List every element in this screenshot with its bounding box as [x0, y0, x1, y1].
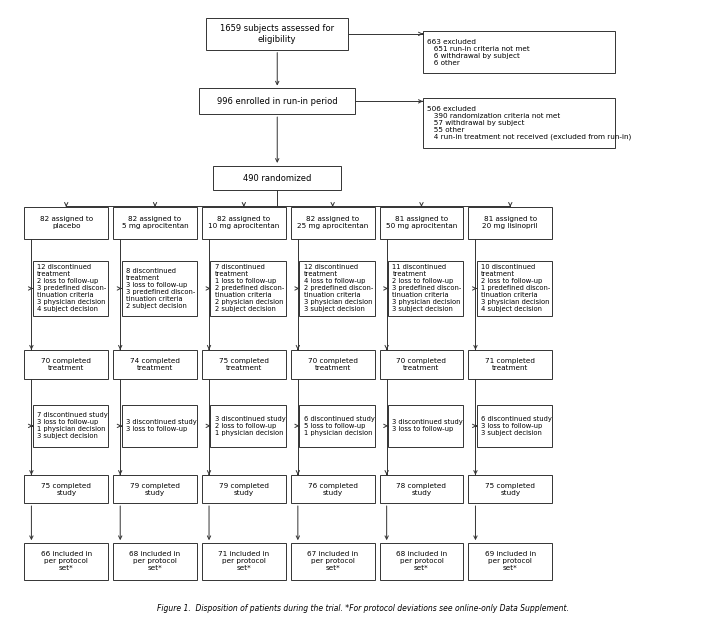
Text: 11 discontinued
treatment
2 loss to follow-up
3 predefined discon-
tinuation cri: 11 discontinued treatment 2 loss to foll…: [392, 264, 462, 312]
Bar: [380, 475, 463, 503]
Bar: [33, 405, 108, 447]
Text: 76 completed
study: 76 completed study: [307, 483, 357, 496]
Text: 663 excluded
   651 run-in criteria not met
   6 withdrawal by subject
   6 othe: 663 excluded 651 run-in criteria not met…: [427, 39, 530, 66]
Bar: [468, 543, 552, 580]
Text: 10 discontinued
treatment
2 loss to follow-up
1 predefined discon-
tinuation cri: 10 discontinued treatment 2 loss to foll…: [481, 264, 550, 312]
Bar: [113, 543, 197, 580]
Bar: [199, 88, 355, 114]
Bar: [380, 207, 463, 239]
Bar: [25, 543, 108, 580]
Text: 82 assigned to
10 mg aprocitentan: 82 assigned to 10 mg aprocitentan: [208, 217, 279, 229]
Text: 68 included in
per protocol
set*: 68 included in per protocol set*: [130, 552, 181, 572]
Text: 66 included in
per protocol
set*: 66 included in per protocol set*: [41, 552, 92, 572]
Text: 3 discontinued study
2 loss to follow-up
1 physician decision: 3 discontinued study 2 loss to follow-up…: [215, 416, 286, 436]
Bar: [380, 350, 463, 379]
Bar: [423, 31, 615, 73]
Bar: [380, 543, 463, 580]
Text: 6 discontinued study
3 loss to follow-up
3 subject decision: 6 discontinued study 3 loss to follow-up…: [481, 416, 552, 436]
Text: 12 discontinued
treatment
4 loss to follow-up
2 predefined discon-
tinuation cri: 12 discontinued treatment 4 loss to foll…: [304, 264, 373, 312]
Text: 71 completed
treatment: 71 completed treatment: [485, 358, 535, 371]
Text: 1659 subjects assessed for
eligibility: 1659 subjects assessed for eligibility: [220, 24, 334, 44]
Bar: [206, 18, 348, 50]
Bar: [210, 261, 286, 316]
Bar: [33, 261, 108, 316]
Bar: [299, 405, 375, 447]
Text: 7 discontinued
treatment
1 loss to follow-up
2 predefined discon-
tinuation crit: 7 discontinued treatment 1 loss to follo…: [215, 264, 284, 312]
Bar: [25, 350, 108, 379]
Text: 506 excluded
   390 randomization criteria not met
   57 withdrawal by subject
 : 506 excluded 390 randomization criteria …: [427, 106, 631, 140]
Bar: [291, 350, 375, 379]
Text: 81 assigned to
20 mg lisinopril: 81 assigned to 20 mg lisinopril: [482, 217, 538, 229]
Bar: [122, 261, 197, 316]
Bar: [113, 475, 197, 503]
Bar: [291, 207, 375, 239]
Bar: [388, 405, 463, 447]
Text: 70 completed
treatment: 70 completed treatment: [397, 358, 447, 371]
Bar: [25, 475, 108, 503]
Bar: [477, 405, 552, 447]
Text: 74 completed
treatment: 74 completed treatment: [130, 358, 180, 371]
Bar: [122, 405, 197, 447]
Bar: [202, 543, 286, 580]
Text: 3 discontinued study
3 loss to follow-up: 3 discontinued study 3 loss to follow-up: [126, 419, 196, 433]
Text: 81 assigned to
50 mg aprocitentan: 81 assigned to 50 mg aprocitentan: [386, 217, 457, 229]
Bar: [291, 543, 375, 580]
Bar: [113, 350, 197, 379]
Bar: [468, 207, 552, 239]
Text: 6 discontinued study
5 loss to follow-up
1 physician decision: 6 discontinued study 5 loss to follow-up…: [304, 416, 374, 436]
Bar: [468, 350, 552, 379]
Text: 69 included in
per protocol
set*: 69 included in per protocol set*: [485, 552, 536, 572]
Text: 490 randomized: 490 randomized: [243, 173, 312, 183]
Text: 71 included in
per protocol
set*: 71 included in per protocol set*: [218, 552, 270, 572]
Text: 67 included in
per protocol
set*: 67 included in per protocol set*: [307, 552, 358, 572]
Bar: [423, 98, 615, 148]
Bar: [213, 166, 341, 190]
Bar: [477, 261, 552, 316]
Text: 75 completed
treatment: 75 completed treatment: [219, 358, 269, 371]
Bar: [291, 475, 375, 503]
Text: 12 discontinued
treatment
2 loss to follow-up
3 predefined discon-
tinuation cri: 12 discontinued treatment 2 loss to foll…: [37, 264, 107, 312]
Text: 996 enrolled in run-in period: 996 enrolled in run-in period: [217, 97, 338, 106]
Text: 78 completed
study: 78 completed study: [397, 483, 447, 496]
Text: 82 assigned to
placebo: 82 assigned to placebo: [40, 217, 93, 229]
Text: 7 discontinued study
3 loss to follow-up
1 physician decision
3 subject decision: 7 discontinued study 3 loss to follow-up…: [37, 413, 108, 439]
Bar: [388, 261, 463, 316]
Text: 82 assigned to
5 mg aprocitentan: 82 assigned to 5 mg aprocitentan: [122, 217, 188, 229]
Bar: [113, 207, 197, 239]
Text: 8 discontinued
treatment
3 loss to follow-up
3 predefined discon-
tinuation crit: 8 discontinued treatment 3 loss to follo…: [126, 268, 195, 309]
Bar: [202, 350, 286, 379]
Bar: [25, 207, 108, 239]
Bar: [299, 261, 375, 316]
Bar: [468, 475, 552, 503]
Text: 75 completed
study: 75 completed study: [41, 483, 91, 496]
Text: 75 completed
study: 75 completed study: [485, 483, 535, 496]
Text: 68 included in
per protocol
set*: 68 included in per protocol set*: [396, 552, 447, 572]
Bar: [202, 475, 286, 503]
Bar: [202, 207, 286, 239]
Text: 70 completed
treatment: 70 completed treatment: [307, 358, 357, 371]
Text: 70 completed
treatment: 70 completed treatment: [41, 358, 91, 371]
Text: Figure 1.  Disposition of patients during the trial. *For protocol deviations se: Figure 1. Disposition of patients during…: [157, 604, 568, 613]
Bar: [210, 405, 286, 447]
Text: 79 completed
study: 79 completed study: [219, 483, 269, 496]
Text: 79 completed
study: 79 completed study: [130, 483, 180, 496]
Text: 82 assigned to
25 mg aprocitentan: 82 assigned to 25 mg aprocitentan: [297, 217, 368, 229]
Text: 3 discontinued study
3 loss to follow-up: 3 discontinued study 3 loss to follow-up: [392, 419, 463, 433]
